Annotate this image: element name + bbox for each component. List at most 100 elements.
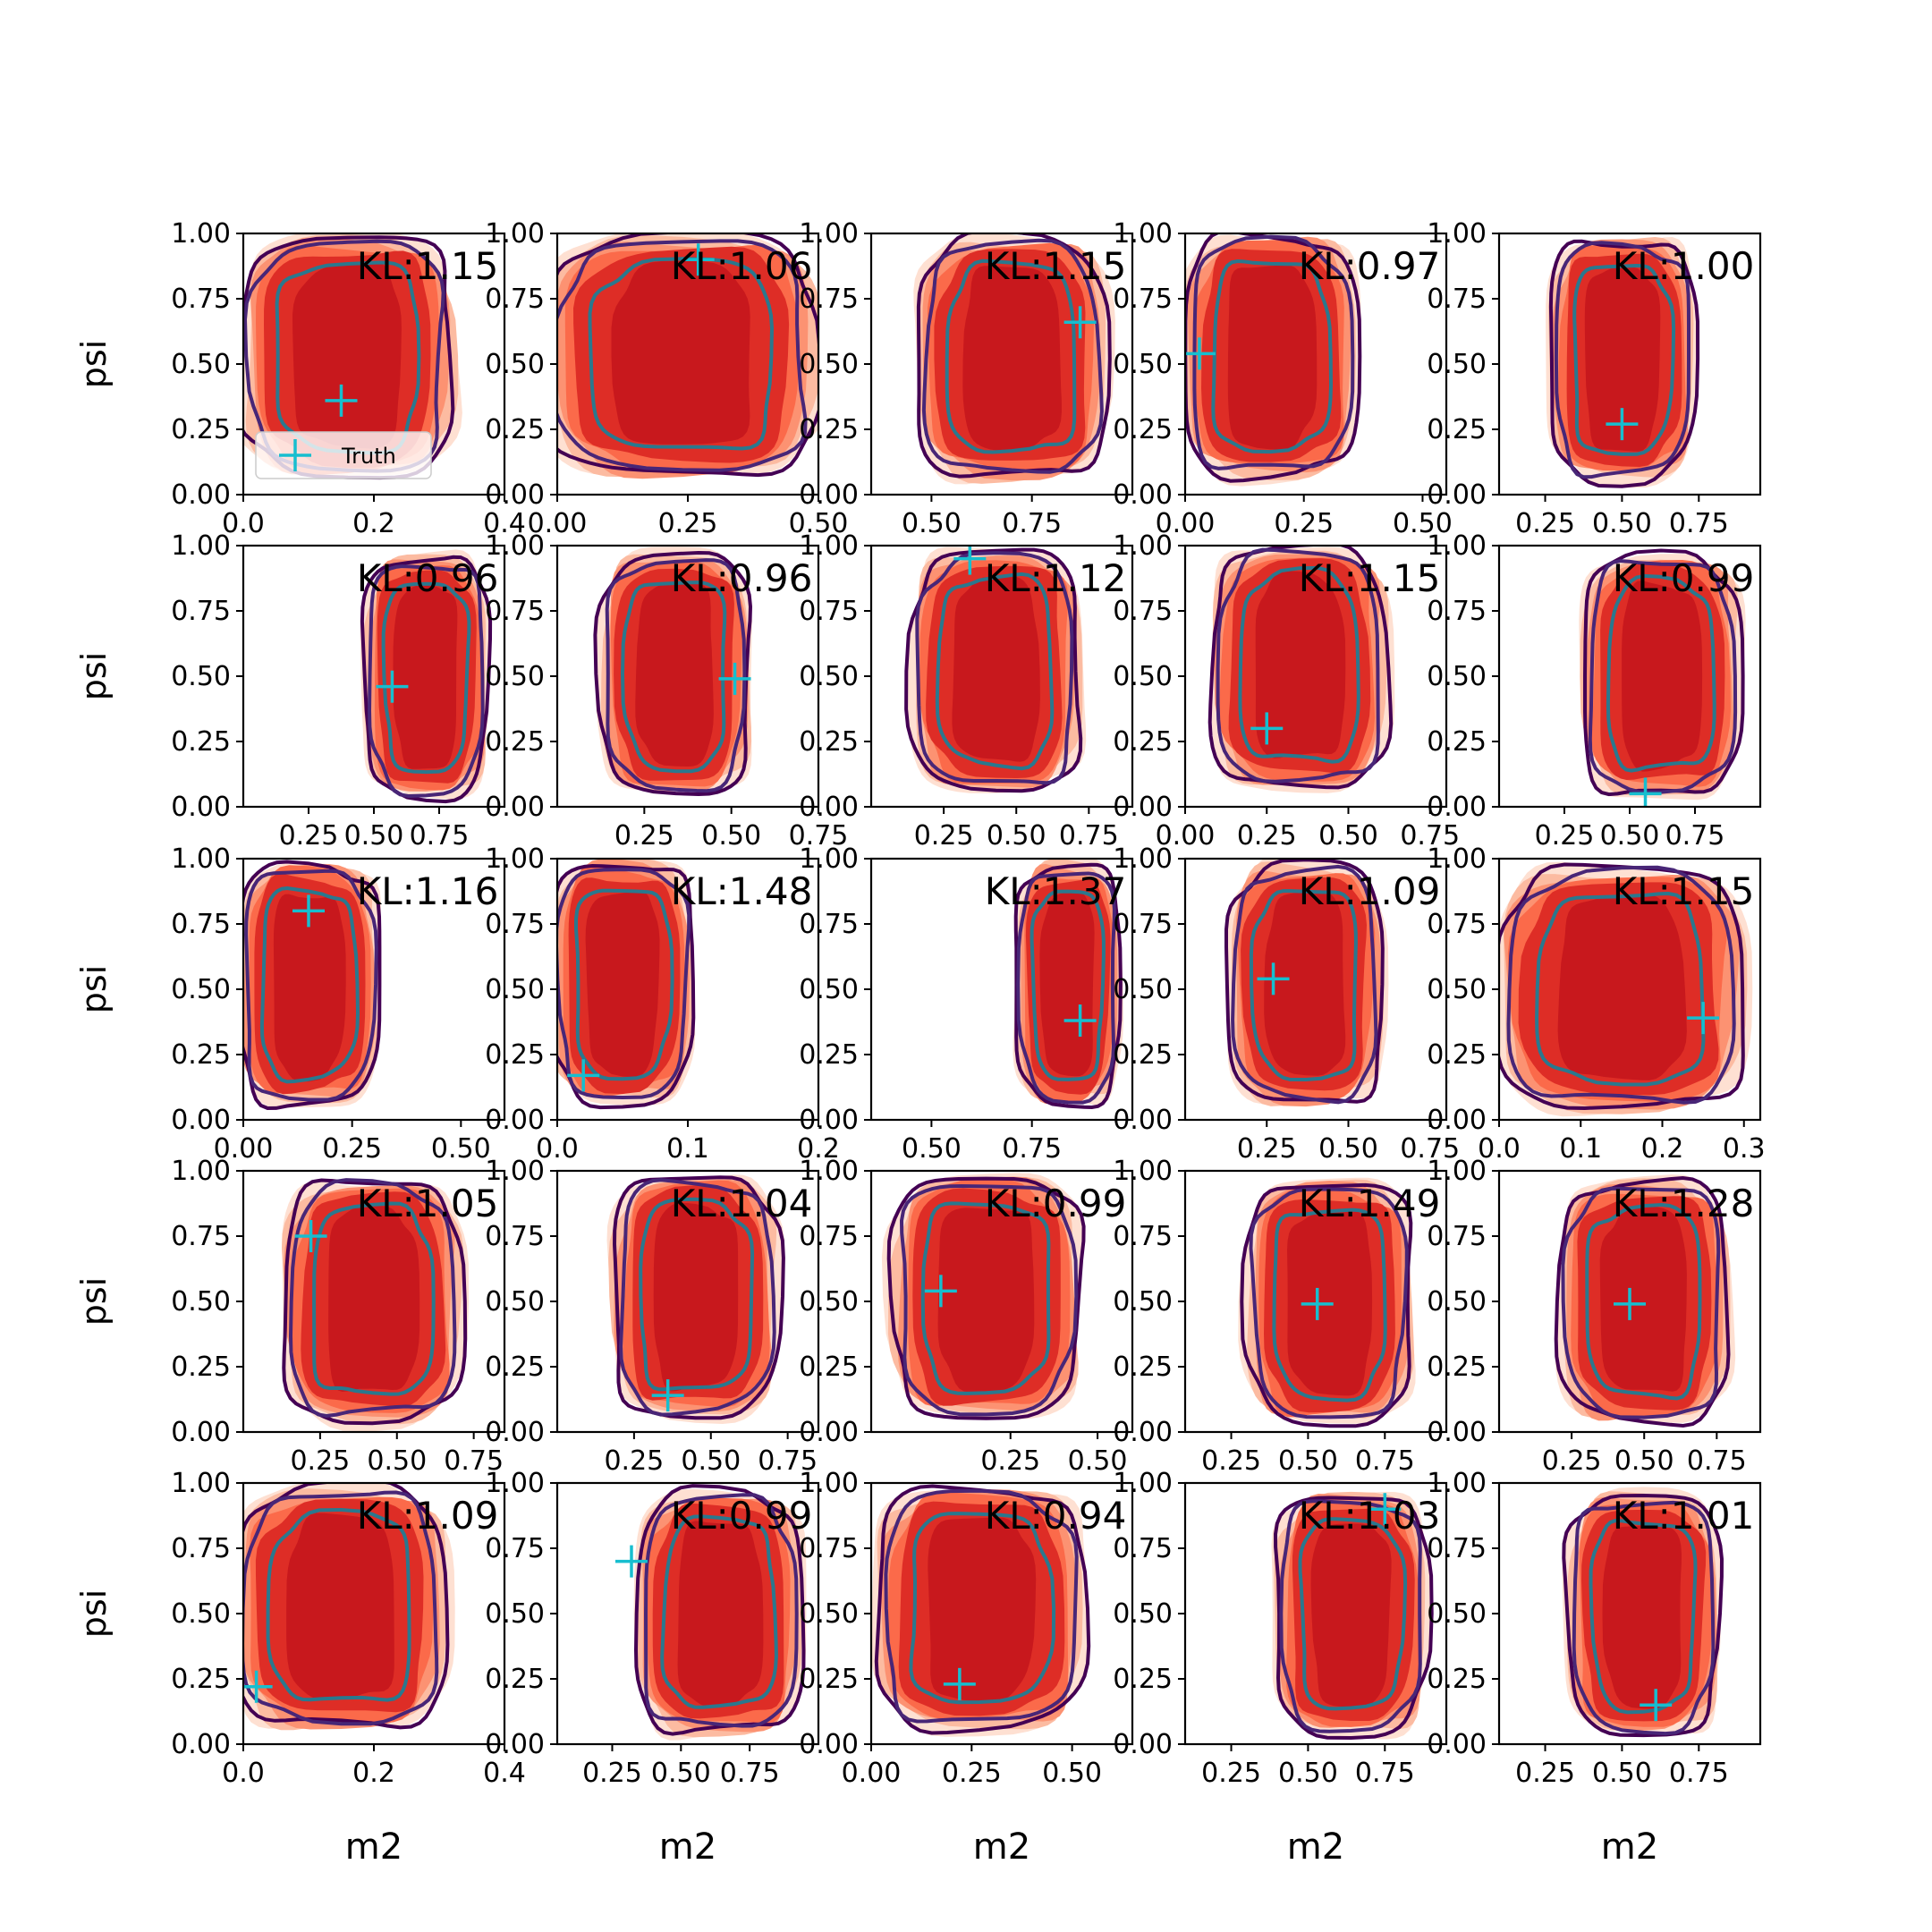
y-tick-label: 0.25 bbox=[485, 1664, 545, 1695]
y-tick-label: 0.50 bbox=[1113, 1598, 1173, 1630]
truth-marker bbox=[1614, 1287, 1646, 1320]
plot-area bbox=[1579, 548, 1746, 807]
contour-inner bbox=[381, 581, 471, 775]
x-tick-label: 0.50 bbox=[651, 1758, 711, 1789]
y-tick-label: 0.00 bbox=[1113, 479, 1173, 511]
density-level-6 bbox=[937, 1208, 1035, 1393]
y-tick-label: 0.00 bbox=[1427, 792, 1487, 823]
x-tick-label: 0.00 bbox=[214, 1133, 274, 1165]
panel-p5-3: KL:0.94 0.00 0.25 0.50 0.75 1.00 0.00 0.25 0.50 m… bbox=[799, 1468, 1134, 1868]
x-tick-label: 0.2 bbox=[797, 1133, 840, 1165]
x-tick-label: 0.50 bbox=[1278, 1445, 1338, 1477]
truth-marker bbox=[325, 384, 358, 417]
contour-inner bbox=[935, 572, 1055, 771]
x-tick-label: 0.50 bbox=[902, 508, 962, 539]
y-tick-label: 0.75 bbox=[171, 284, 231, 315]
truth-marker bbox=[376, 670, 409, 703]
y-tick-label: 0.75 bbox=[485, 284, 545, 315]
x-tick-label: 0.00 bbox=[1156, 820, 1216, 852]
y-tick-label: 0.00 bbox=[799, 479, 859, 511]
density-level-6 bbox=[1310, 1523, 1392, 1707]
plot-area bbox=[1238, 1177, 1416, 1428]
y-tick-label: 1.00 bbox=[799, 843, 859, 875]
plot-area bbox=[557, 233, 818, 479]
y-tick-label: 0.75 bbox=[1113, 1533, 1173, 1564]
contour-outer bbox=[1548, 239, 1700, 488]
panel-p4-4: KL:1.49 0.00 0.25 0.50 0.75 1.00 0.25 0.50 0.75 bbox=[1113, 1156, 1448, 1477]
contour-middle bbox=[1016, 871, 1116, 1105]
x-tick-label: 0.25 bbox=[1274, 508, 1334, 539]
plot-area bbox=[1554, 1174, 1736, 1428]
x-tick-label: 0.25 bbox=[614, 820, 674, 852]
density-level-6 bbox=[1227, 265, 1318, 450]
density-level-6 bbox=[677, 1521, 764, 1707]
panel-title: KL:0.97 bbox=[1299, 244, 1441, 288]
density-level-6 bbox=[1599, 1206, 1687, 1392]
plot-area bbox=[871, 1484, 1091, 1737]
panel-p3-2: KL:1.48 0.00 0.25 0.50 0.75 1.00 0.0 0.1 0.2 bbox=[485, 843, 840, 1165]
contour-middle bbox=[921, 238, 1104, 474]
y-tick-label: 0.25 bbox=[171, 726, 231, 758]
x-axis-label: m2 bbox=[659, 1826, 716, 1868]
x-tick-label: 0.50 bbox=[344, 820, 404, 852]
x-tick-label: 0.75 bbox=[1059, 820, 1119, 852]
x-tick-label: 0.25 bbox=[1515, 508, 1575, 539]
contour-inner bbox=[1249, 889, 1358, 1082]
contour-middle bbox=[1561, 1186, 1721, 1419]
contour-inner bbox=[945, 258, 1077, 454]
truth-marker bbox=[924, 1275, 957, 1308]
y-axis-label: psi bbox=[74, 1589, 114, 1638]
x-tick-label: 0.00 bbox=[528, 508, 588, 539]
y-tick-label: 0.25 bbox=[1427, 1039, 1487, 1071]
density-level-6 bbox=[1557, 894, 1687, 1080]
plot-area bbox=[593, 547, 753, 797]
x-tick-label: 0.25 bbox=[1535, 820, 1595, 852]
contour-middle bbox=[1216, 547, 1380, 784]
contour-middle bbox=[367, 564, 485, 799]
contour-inner bbox=[1211, 258, 1334, 454]
legend-truth-marker bbox=[279, 439, 311, 471]
y-tick-label: 0.00 bbox=[171, 1105, 231, 1136]
x-tick-label: 0.50 bbox=[1042, 1758, 1102, 1789]
y-tick-label: 0.75 bbox=[1427, 1533, 1487, 1564]
x-tick-label: 0.00 bbox=[1156, 508, 1216, 539]
y-tick-label: 1.00 bbox=[485, 218, 545, 250]
plot-area bbox=[1562, 1487, 1724, 1738]
contour-outer bbox=[916, 233, 1112, 479]
contour-inner bbox=[909, 1512, 1056, 1705]
x-tick-label: 0.2 bbox=[1641, 1133, 1684, 1165]
truth-marker bbox=[1368, 1493, 1402, 1526]
panel-p5-1: KL:1.09 0.00 0.25 0.50 0.75 1.00 0.0 0.2 0.4 psi m… bbox=[74, 1468, 526, 1868]
x-tick-label: 0.3 bbox=[1723, 1133, 1766, 1165]
y-tick-label: 0.75 bbox=[1427, 284, 1487, 315]
y-tick-label: 0.50 bbox=[1427, 1598, 1487, 1630]
plot-area bbox=[1546, 237, 1700, 488]
y-tick-label: 0.25 bbox=[1427, 1352, 1487, 1383]
contour-outer bbox=[557, 863, 696, 1110]
truth-marker bbox=[1606, 408, 1639, 441]
x-tick-label: 0.25 bbox=[942, 1758, 1002, 1789]
contour-middle bbox=[288, 1178, 457, 1419]
panel-p4-5: KL:1.28 0.00 0.25 0.50 0.75 1.00 0.25 0.50 0.75 bbox=[1427, 1156, 1762, 1477]
y-tick-label: 0.00 bbox=[485, 479, 545, 511]
plot-area bbox=[243, 1483, 455, 1731]
truth-marker bbox=[718, 662, 751, 695]
contour-middle bbox=[1192, 234, 1355, 470]
density-level-6 bbox=[635, 582, 714, 767]
x-tick-label: 0.0 bbox=[536, 1133, 579, 1165]
contour-middle bbox=[1588, 559, 1738, 794]
x-tick-label: 0.25 bbox=[1515, 1758, 1575, 1789]
y-tick-label: 0.50 bbox=[171, 1286, 231, 1318]
y-tick-label: 0.50 bbox=[485, 349, 545, 380]
plot-area bbox=[904, 546, 1087, 793]
plot-area bbox=[243, 860, 382, 1111]
legend: Truth bbox=[255, 431, 432, 479]
plot-area bbox=[360, 549, 493, 804]
contour-outer bbox=[1224, 859, 1385, 1104]
contour-inner bbox=[1585, 1202, 1702, 1401]
y-tick-label: 1.00 bbox=[1113, 1156, 1173, 1187]
y-tick-label: 1.00 bbox=[1113, 218, 1173, 250]
panel-p5-5: KL:1.01 0.00 0.25 0.50 0.75 1.00 0.25 0.50 0.75 m… bbox=[1427, 1468, 1762, 1868]
y-tick-label: 0.75 bbox=[171, 596, 231, 627]
x-tick-label: 0.50 bbox=[1592, 1758, 1652, 1789]
